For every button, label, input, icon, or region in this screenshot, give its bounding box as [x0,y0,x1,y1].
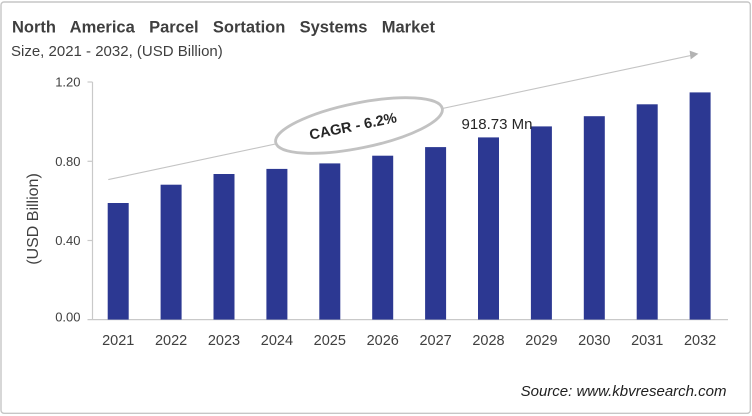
svg-text:2022: 2022 [155,333,187,349]
svg-text:2023: 2023 [208,333,240,349]
svg-text:918.73 Mn: 918.73 Mn [462,116,533,133]
svg-text:2025: 2025 [314,333,346,349]
svg-text:0.00: 0.00 [55,310,80,325]
svg-text:2026: 2026 [367,333,399,349]
svg-text:2031: 2031 [631,333,663,349]
svg-text:2030: 2030 [578,333,610,349]
svg-text:(USD Billion): (USD Billion) [25,173,42,265]
svg-text:2021: 2021 [102,333,134,349]
svg-text:Size, 2021 - 2032, (USD Billio: Size, 2021 - 2032, (USD Billion) [11,43,223,60]
svg-text:0.40: 0.40 [55,233,80,248]
svg-text:2032: 2032 [684,333,716,349]
svg-text:Source: www.kbvresearch.com: Source: www.kbvresearch.com [521,383,727,400]
svg-text:2024: 2024 [261,333,293,349]
svg-text:2029: 2029 [525,333,557,349]
svg-text:0.80: 0.80 [55,154,80,169]
svg-text:1.20: 1.20 [55,75,80,90]
svg-text:North America Parcel Sortation: North America Parcel Sortation Systems M… [12,18,435,36]
svg-text:2028: 2028 [472,333,504,349]
svg-text:2027: 2027 [419,333,451,349]
